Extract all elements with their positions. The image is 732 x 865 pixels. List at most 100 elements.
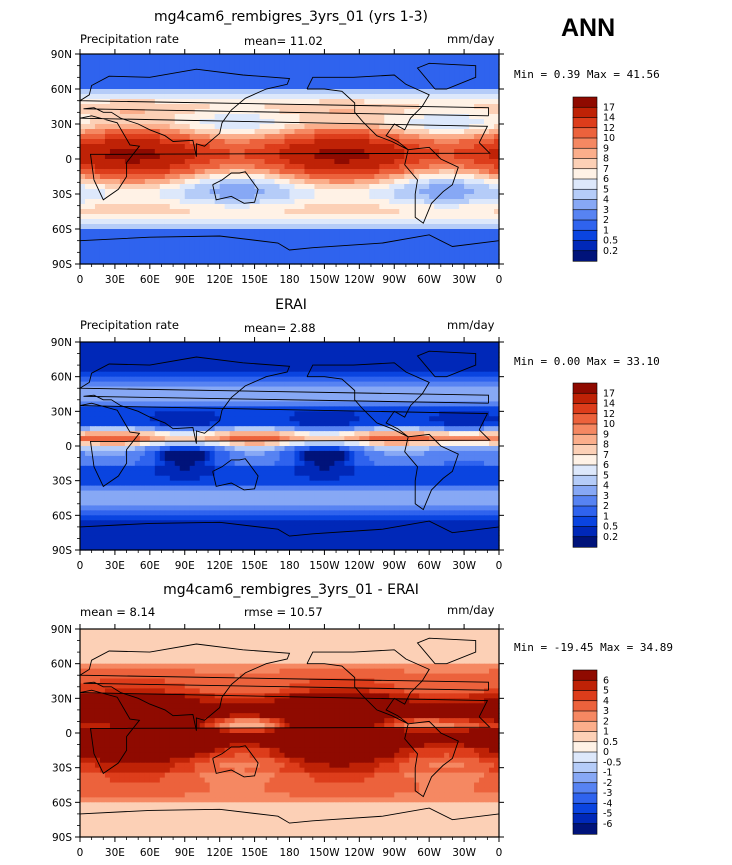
map-cell bbox=[99, 124, 106, 130]
colorbar-label: 3 bbox=[603, 205, 609, 216]
map-cell bbox=[269, 234, 276, 240]
map-cell bbox=[134, 244, 141, 250]
map-cell bbox=[239, 124, 246, 130]
map-cell bbox=[389, 149, 395, 155]
map-cell bbox=[124, 69, 131, 75]
map-cell bbox=[209, 356, 216, 363]
map-cell bbox=[89, 406, 96, 412]
map-cell bbox=[469, 119, 475, 125]
map-cell bbox=[474, 104, 480, 110]
map-cell bbox=[384, 229, 390, 235]
map-cell bbox=[349, 204, 355, 210]
map-cell bbox=[404, 84, 410, 90]
map-cell bbox=[84, 84, 91, 90]
map-cell bbox=[279, 366, 286, 373]
map-cell bbox=[339, 169, 345, 175]
map-cell bbox=[279, 351, 286, 358]
map-cell bbox=[229, 59, 236, 65]
map-cell bbox=[144, 259, 151, 265]
map-cell bbox=[329, 346, 335, 353]
map-cell bbox=[164, 159, 171, 165]
map-cell bbox=[139, 391, 146, 398]
map-cell bbox=[384, 149, 390, 155]
map-cell bbox=[354, 381, 360, 388]
map-cell bbox=[384, 114, 390, 120]
map-cell bbox=[369, 94, 375, 100]
map-cell bbox=[80, 174, 86, 180]
map-cell bbox=[204, 356, 211, 363]
map-cell bbox=[404, 104, 410, 110]
map-cell bbox=[149, 224, 156, 230]
map-cell bbox=[299, 104, 306, 110]
map-cell bbox=[449, 149, 455, 155]
map-cell bbox=[199, 79, 206, 85]
map-cell bbox=[109, 154, 116, 160]
map-cell bbox=[354, 184, 360, 190]
map-cell bbox=[374, 169, 380, 175]
map-cell bbox=[189, 89, 196, 95]
map-cell bbox=[289, 406, 296, 412]
map-cell bbox=[474, 204, 480, 210]
map-cell bbox=[489, 229, 495, 235]
map-cell bbox=[399, 54, 405, 60]
map-cell bbox=[244, 401, 251, 407]
map-cell bbox=[114, 184, 121, 190]
map-cell bbox=[479, 94, 485, 100]
map-cell bbox=[494, 199, 500, 205]
map-cell bbox=[204, 219, 211, 225]
map-cell bbox=[459, 401, 465, 407]
map-cell bbox=[444, 229, 450, 235]
map-cell bbox=[274, 386, 281, 393]
map-cell bbox=[489, 69, 495, 75]
map-cell bbox=[429, 401, 435, 407]
map-cell bbox=[249, 416, 256, 422]
map-cell bbox=[314, 396, 321, 403]
map-cell bbox=[364, 119, 370, 125]
map-cell bbox=[469, 356, 475, 363]
map-cell bbox=[84, 391, 91, 398]
map-cell bbox=[234, 59, 241, 65]
map-cell bbox=[154, 406, 161, 412]
map-cell bbox=[194, 376, 201, 383]
map-cell bbox=[344, 391, 350, 398]
map-cell bbox=[479, 401, 485, 407]
map-cell bbox=[339, 54, 345, 60]
map-cell bbox=[89, 174, 96, 180]
map-cell bbox=[134, 144, 141, 150]
map-cell bbox=[204, 129, 211, 135]
map-cell bbox=[229, 164, 236, 170]
map-cell bbox=[179, 184, 186, 190]
map-cell bbox=[339, 244, 345, 250]
map-cell bbox=[354, 391, 360, 398]
map-cell bbox=[99, 351, 106, 358]
map-cell bbox=[369, 144, 375, 150]
map-cell bbox=[209, 259, 216, 265]
map-cell bbox=[434, 69, 440, 75]
map-cell bbox=[244, 376, 251, 383]
map-cell bbox=[80, 149, 86, 155]
map-cell bbox=[459, 356, 465, 363]
map-cell bbox=[159, 249, 166, 255]
map-cell bbox=[199, 254, 206, 260]
map-cell bbox=[134, 114, 141, 120]
map-cell bbox=[404, 406, 410, 412]
map-cell bbox=[299, 59, 306, 65]
map-cell bbox=[149, 254, 156, 260]
map-cell bbox=[329, 254, 335, 260]
map-cell bbox=[289, 229, 296, 235]
map-cell bbox=[99, 229, 106, 235]
map-cell bbox=[494, 356, 500, 363]
map-cell bbox=[324, 199, 331, 205]
map-cell bbox=[454, 229, 460, 235]
map-cell bbox=[84, 209, 91, 215]
coastline bbox=[404, 146, 459, 224]
lat-tick-label: 0 bbox=[65, 154, 72, 166]
map-cell bbox=[444, 396, 450, 403]
map-cell bbox=[214, 224, 221, 230]
map-cell bbox=[354, 94, 360, 100]
map-cell bbox=[419, 371, 425, 378]
map-cell bbox=[369, 381, 375, 388]
map-cell bbox=[304, 371, 311, 378]
map-cell bbox=[344, 89, 350, 95]
map-cell bbox=[179, 204, 186, 210]
